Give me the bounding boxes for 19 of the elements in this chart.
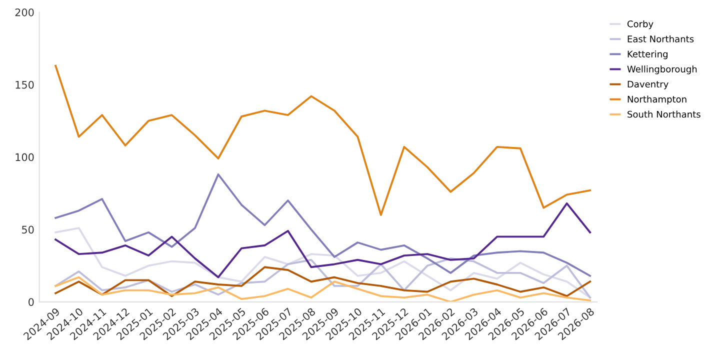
y-tick-label: 0 <box>28 298 34 306</box>
line-series <box>54 202 592 278</box>
y-tick-label: 50 <box>22 226 34 234</box>
legend-label: Northampton <box>628 96 686 104</box>
y-tick-label: 100 <box>16 153 34 162</box>
legend-label: East Northants <box>628 35 694 42</box>
line-series <box>54 276 592 302</box>
legend-label: Kettering <box>628 50 668 60</box>
y-tick-label: 200 <box>15 8 34 16</box>
line-series <box>54 266 592 298</box>
y-tick-label: 150 <box>16 80 34 89</box>
line-series <box>54 227 592 299</box>
legend-label: Corby <box>627 20 654 30</box>
legend-label: South Northants <box>628 110 700 118</box>
legend-label: Daventry <box>628 80 668 90</box>
line-series <box>54 64 592 216</box>
line-series <box>54 257 592 299</box>
line-series <box>54 173 592 277</box>
legend-label: Wellingborough <box>627 66 697 74</box>
